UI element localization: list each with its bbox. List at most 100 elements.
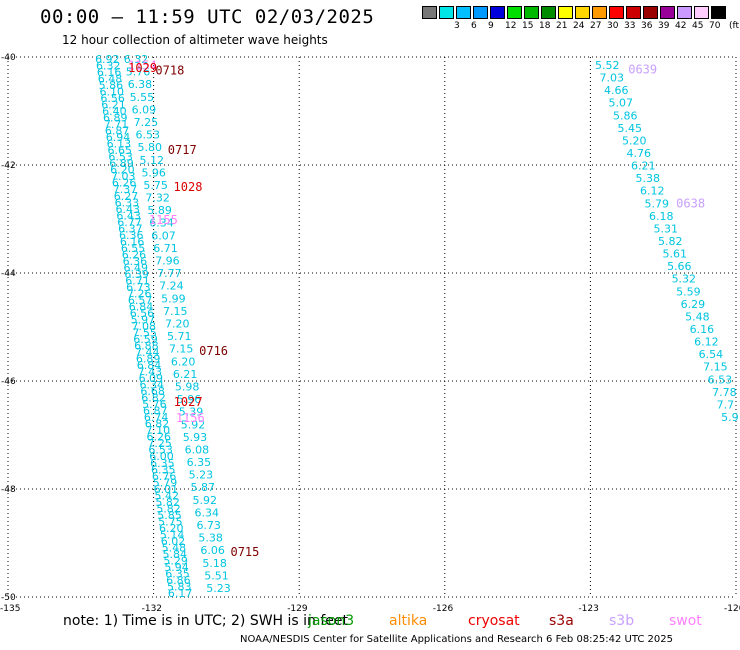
pass-time-label: 1028 [174,180,203,194]
wave-height-label: 5.48 [685,310,710,323]
wave-height-label: 6.33 [115,196,140,209]
wave-height-label: 6.26 [147,431,172,444]
lon-tick-label: -126 [433,604,454,614]
wave-height-label: 5.20 [622,134,647,147]
wave-height-label: 7.03 [599,72,624,85]
wave-height-label: 6.06 [200,544,225,557]
page-title: 00:00 – 11:59 UTC 02/03/2025 [40,6,375,28]
wave-height-label: 6.12 [694,336,719,349]
satellite-label-s3b: s3b [609,613,635,629]
satellite-label-jason3: jason3 [308,613,355,629]
wave-height-label: 7.15 [163,305,188,318]
wave-height-label: 6.26 [122,248,146,261]
wave-height-label: 5.12 [139,154,164,167]
wave-height-label: 5.23 [189,469,214,482]
page-subtitle: 12 hour collection of altimeter wave hei… [62,33,328,47]
legend-label: 6 [471,21,477,31]
wave-height-label: 5.99 [161,292,186,305]
wave-height-label: 7.37 [113,183,137,196]
wave-height-label: 5.71 [167,330,192,343]
wave-height-label: 5.92 [181,418,206,431]
wave-height-label: 7.25 [147,437,172,450]
wave-height-label: 6.92 [95,53,120,66]
wave-height-label: 6.74 [144,411,169,424]
wave-height-label: 6.34 [194,506,219,519]
wave-height-label: 6.16 [690,323,715,336]
wave-height-label: 6.18 [649,210,674,223]
wave-height-label: 5.52 [595,59,620,72]
wave-height-label: 5.66 [667,260,692,273]
wave-height-label: 6.36 [123,255,148,268]
wave-height-label: 6.49 [123,261,148,274]
footer-credit: NOAA/NESDIS Center for Satellite Applica… [240,634,673,645]
wave-height-label: 7.43 [138,366,163,379]
legend-swatch [524,6,539,19]
wave-height-label: 5.79 [153,476,178,489]
legend-label: 27 [590,21,602,31]
wave-height-label: 5.85 [157,509,182,522]
pass-time-label: 0639 [628,63,657,77]
lon-tick-label: -123 [578,604,598,614]
wave-height-label: 7.15 [169,343,194,356]
pass-time-label: 0717 [168,143,197,157]
wave-height-label: 5.83 [167,580,192,593]
legend-label: 45 [692,21,704,31]
wave-height-label: 6.39 [124,268,149,281]
wave-height-label: 6.53 [708,373,733,386]
wave-height-label: 5.76 [142,398,167,411]
legend-swatch [626,6,641,19]
satellite-label-s3a: s3a [549,613,574,629]
wave-height-label: 6.13 [107,138,131,151]
wave-height-label: 6.88 [134,340,159,353]
wave-height-label: 6.29 [681,298,706,311]
wave-height-label: 5.82 [658,235,683,248]
legend-label: 21 [556,21,568,31]
wave-height-label: 6.76 [152,470,177,483]
wave-height-label: 6.34 [149,217,174,230]
wave-height-label: 5.39 [179,406,204,419]
lon-tick-label: -129 [287,604,308,614]
wave-height-label: 6.10 [100,86,125,99]
wave-height-label: 5.18 [202,557,227,570]
pass-time-label: 1156 [176,411,205,425]
wave-height-label: 6.02 [161,535,186,548]
legend-swatch [660,6,675,19]
wave-height-label: 6.43 [115,203,140,216]
wave-height-label: 6.32 [124,53,149,66]
wave-height-label: 5.9 [721,411,739,424]
wave-height-label: 7.96 [155,255,180,268]
legend-swatch [711,6,726,19]
wave-height-label: 7.03 [111,170,135,183]
legend-unit: (ft) [729,21,740,31]
wave-height-label: 6.36 [119,229,144,242]
wave-height-label: 6.82 [141,392,166,405]
wave-height-label: 6.32 [96,60,121,73]
wave-height-label: 6.53 [148,444,173,457]
legend-label: 33 [624,21,636,31]
wave-height-label: 5.42 [155,489,180,502]
wave-height-label: 6.73 [196,519,221,532]
legend-swatch [490,6,505,19]
wave-height-label: 5.23 [206,582,231,595]
wave-height-label: 6.68 [140,385,165,398]
wave-height-label: 5.84 [163,548,188,561]
wave-height-label: 5.94 [164,561,189,574]
pass-time-label: 1155 [149,213,178,227]
wave-height-label: 6.35 [150,457,175,470]
wave-height-label: 6.71 [125,274,150,287]
legend-label: 39 [658,21,670,31]
wave-height-label: 4.76 [627,147,652,160]
wave-height-label: 6.21 [631,160,656,173]
wave-height-label: 5.61 [663,248,688,261]
wave-height-label: 7.7 [717,398,735,411]
lat-tick-label: -50 [1,593,16,603]
wave-height-label: 6.16 [97,66,122,79]
legend-label: 15 [522,21,534,31]
wave-height-label: 6.35 [165,567,190,580]
satellite-label-swot: swot [669,613,702,629]
wave-height-label: 6.48 [98,73,123,86]
lon-tick-label: -120 [724,604,740,614]
legend-swatch [643,6,658,19]
wave-height-label: 6.65 [107,144,132,157]
legend-label: 3 [454,21,460,31]
